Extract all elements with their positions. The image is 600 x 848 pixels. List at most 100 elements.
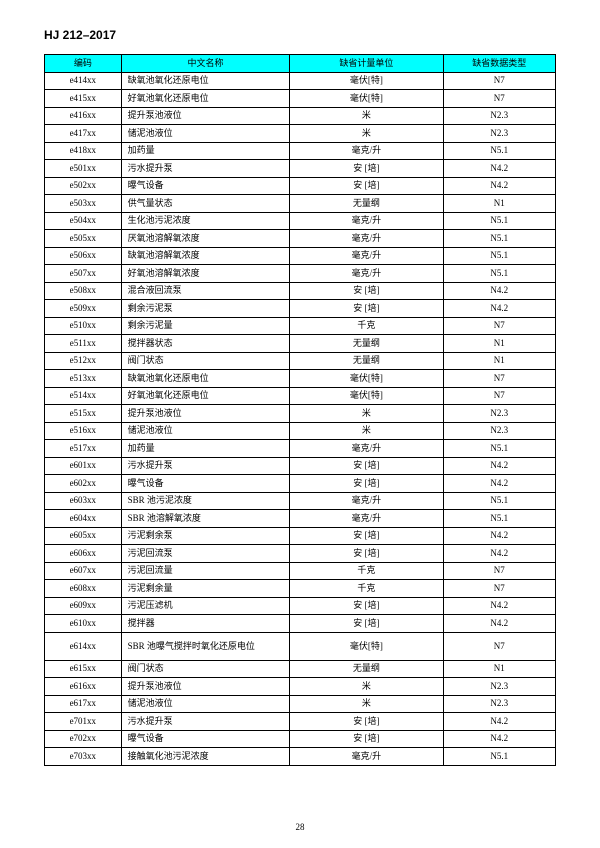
cell-code: e414xx <box>45 72 122 90</box>
table-row: e513xx缺氧池氧化还原电位毫伏[特]N7 <box>45 370 556 388</box>
cell-name: 储泥池液位 <box>121 422 290 440</box>
cell-type: N7 <box>443 632 555 660</box>
cell-type: N4.2 <box>443 475 555 493</box>
cell-code: e503xx <box>45 195 122 213</box>
cell-name: 污水提升泵 <box>121 713 290 731</box>
cell-name: SBR 池污泥浓度 <box>121 492 290 510</box>
table-row: e512xx阀门状态无量纲N1 <box>45 352 556 370</box>
cell-type: N2.3 <box>443 695 555 713</box>
cell-type: N4.2 <box>443 713 555 731</box>
page-number: 28 <box>0 822 600 832</box>
table-row: e602xx曝气设备安 [培]N4.2 <box>45 475 556 493</box>
cell-code: e415xx <box>45 90 122 108</box>
cell-type: N4.2 <box>443 527 555 545</box>
cell-type: N5.1 <box>443 230 555 248</box>
cell-type: N7 <box>443 90 555 108</box>
cell-unit: 毫克/升 <box>290 230 443 248</box>
cell-name: 曝气设备 <box>121 730 290 748</box>
cell-type: N5.1 <box>443 440 555 458</box>
cell-name: 阀门状态 <box>121 660 290 678</box>
cell-code: e601xx <box>45 457 122 475</box>
cell-unit: 无量纲 <box>290 352 443 370</box>
table-row: e615xx阀门状态无量纲N1 <box>45 660 556 678</box>
col-header-code: 编码 <box>45 55 122 73</box>
cell-code: e516xx <box>45 422 122 440</box>
cell-type: N5.1 <box>443 748 555 766</box>
col-header-type: 缺省数据类型 <box>443 55 555 73</box>
cell-unit: 毫伏[特] <box>290 387 443 405</box>
cell-unit: 安 [培] <box>290 730 443 748</box>
cell-type: N4.2 <box>443 730 555 748</box>
cell-code: e610xx <box>45 615 122 633</box>
cell-type: N1 <box>443 195 555 213</box>
cell-code: e506xx <box>45 247 122 265</box>
cell-code: e417xx <box>45 125 122 143</box>
table-row: e505xx厌氧池溶解氧浓度毫克/升N5.1 <box>45 230 556 248</box>
cell-name: 混合液回流泵 <box>121 282 290 300</box>
cell-type: N5.1 <box>443 142 555 160</box>
cell-type: N4.2 <box>443 597 555 615</box>
cell-name: 缺氧池溶解氧浓度 <box>121 247 290 265</box>
cell-unit: 安 [培] <box>290 527 443 545</box>
cell-unit: 安 [培] <box>290 300 443 318</box>
cell-name: 储泥池液位 <box>121 125 290 143</box>
cell-type: N7 <box>443 370 555 388</box>
table-row: e616xx提升泵池液位米N2.3 <box>45 678 556 696</box>
cell-type: N5.1 <box>443 212 555 230</box>
cell-unit: 无量纲 <box>290 660 443 678</box>
cell-code: e606xx <box>45 545 122 563</box>
table-row: e516xx储泥池液位米N2.3 <box>45 422 556 440</box>
cell-code: e511xx <box>45 335 122 353</box>
cell-code: e614xx <box>45 632 122 660</box>
cell-type: N7 <box>443 580 555 598</box>
table-row: e503xx供气量状态无量纲N1 <box>45 195 556 213</box>
cell-type: N5.1 <box>443 265 555 283</box>
cell-type: N4.2 <box>443 545 555 563</box>
cell-code: e609xx <box>45 597 122 615</box>
cell-name: 提升泵池液位 <box>121 107 290 125</box>
cell-name: 好氧池氧化还原电位 <box>121 90 290 108</box>
cell-unit: 安 [培] <box>290 597 443 615</box>
cell-code: e501xx <box>45 160 122 178</box>
cell-type: N4.2 <box>443 282 555 300</box>
cell-unit: 毫克/升 <box>290 440 443 458</box>
cell-code: e507xx <box>45 265 122 283</box>
table-row: e508xx混合液回流泵安 [培]N4.2 <box>45 282 556 300</box>
cell-type: N4.2 <box>443 300 555 318</box>
cell-type: N4.2 <box>443 457 555 475</box>
table-header-row: 编码 中文名称 缺省计量单位 缺省数据类型 <box>45 55 556 73</box>
cell-name: 储泥池液位 <box>121 695 290 713</box>
table-row: e504xx生化池污泥浓度毫克/升N5.1 <box>45 212 556 230</box>
table-row: e603xxSBR 池污泥浓度毫克/升N5.1 <box>45 492 556 510</box>
cell-unit: 毫克/升 <box>290 748 443 766</box>
cell-code: e703xx <box>45 748 122 766</box>
cell-code: e502xx <box>45 177 122 195</box>
table-row: e606xx污泥回流泵安 [培]N4.2 <box>45 545 556 563</box>
cell-type: N2.3 <box>443 678 555 696</box>
cell-name: 好氧池氧化还原电位 <box>121 387 290 405</box>
cell-unit: 安 [培] <box>290 160 443 178</box>
doc-header: HJ 212–2017 <box>44 28 556 42</box>
cell-name: 污泥剩余泵 <box>121 527 290 545</box>
cell-name: 提升泵池液位 <box>121 678 290 696</box>
cell-name: 加药量 <box>121 440 290 458</box>
cell-type: N7 <box>443 562 555 580</box>
cell-code: e608xx <box>45 580 122 598</box>
table-row: e607xx污泥回流量千克N7 <box>45 562 556 580</box>
cell-name: 污水提升泵 <box>121 457 290 475</box>
cell-unit: 米 <box>290 125 443 143</box>
table-row: e605xx污泥剩余泵安 [培]N4.2 <box>45 527 556 545</box>
cell-name: 剩余污泥量 <box>121 317 290 335</box>
cell-type: N2.3 <box>443 405 555 423</box>
cell-code: e418xx <box>45 142 122 160</box>
cell-type: N7 <box>443 317 555 335</box>
table-row: e501xx污水提升泵安 [培]N4.2 <box>45 160 556 178</box>
cell-unit: 毫伏[特] <box>290 370 443 388</box>
cell-unit: 毫伏[特] <box>290 632 443 660</box>
cell-type: N7 <box>443 387 555 405</box>
cell-name: 污泥剩余量 <box>121 580 290 598</box>
cell-code: e617xx <box>45 695 122 713</box>
table-row: e416xx提升泵池液位米N2.3 <box>45 107 556 125</box>
table-row: e617xx储泥池液位米N2.3 <box>45 695 556 713</box>
table-row: e511xx搅拌器状态无量纲N1 <box>45 335 556 353</box>
